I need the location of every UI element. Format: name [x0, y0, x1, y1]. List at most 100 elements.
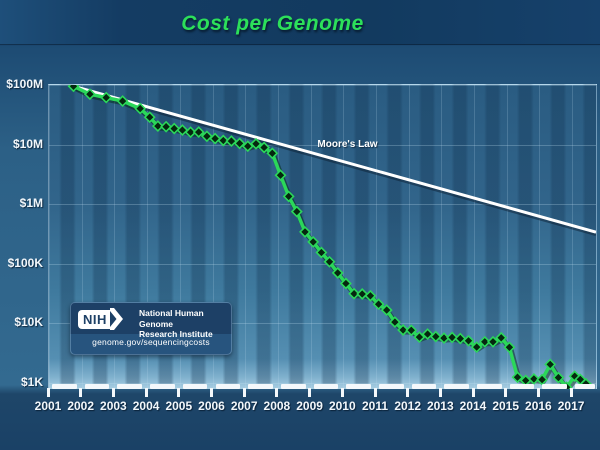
nih-logo-chevron-icon: [109, 308, 123, 330]
nih-logo: NIH: [78, 308, 124, 330]
h-gridline: [49, 323, 596, 325]
axis-baseline-segment: [346, 384, 371, 389]
x-axis-tick: [242, 388, 246, 397]
page-title: Cost per Genome: [181, 12, 364, 35]
axis-baseline-segment: [313, 384, 339, 389]
data-point-diamond: [536, 373, 549, 386]
v-gridline: [506, 85, 508, 389]
data-point-diamond: [266, 147, 279, 160]
nih-url: genome.gov/sequencingcosts: [92, 337, 210, 347]
x-axis-label: 2004: [132, 399, 160, 413]
data-point-diamond: [364, 289, 377, 302]
data-point-diamond: [282, 190, 295, 203]
axis-baseline-segment: [215, 384, 241, 389]
data-point-diamond: [233, 137, 246, 150]
data-point-diamond: [209, 132, 222, 145]
data-point-diamond: [168, 122, 181, 135]
data-point-diamond: [388, 316, 401, 329]
x-axis-label: 2010: [328, 399, 356, 413]
data-point-diamond: [429, 330, 442, 343]
axis-baseline-segment: [182, 384, 208, 389]
data-point-diamond: [380, 304, 393, 317]
x-axis-tick: [340, 388, 344, 397]
axis-baseline-segment: [444, 384, 469, 389]
data-point-diamond: [470, 341, 483, 354]
x-axis-tick: [504, 388, 508, 397]
v-gridline: [81, 85, 83, 389]
data-point-diamond: [176, 124, 189, 137]
data-point-diamond: [487, 335, 499, 348]
data-point-diamond: [116, 95, 129, 108]
x-axis-label: 2008: [263, 399, 291, 413]
data-point-diamond: [217, 134, 230, 147]
v-gridline: [277, 85, 279, 389]
v-gridline: [147, 85, 149, 389]
x-axis-tick: [46, 388, 50, 397]
nih-org-line1: National Human Genome: [139, 308, 204, 329]
x-axis-tick: [111, 388, 115, 397]
y-axis-label: $100M: [6, 77, 43, 91]
data-point-diamond: [552, 371, 565, 384]
x-axis-label: 2009: [296, 399, 323, 413]
v-gridline: [212, 85, 214, 389]
v-gridline: [572, 85, 574, 389]
data-point-diamond: [323, 255, 336, 268]
data-point-diamond: [372, 298, 385, 311]
x-axis-tick: [471, 388, 475, 397]
v-gridline: [114, 85, 116, 389]
nih-logo-mark: NIH: [78, 309, 110, 329]
x-axis-label: 2007: [230, 399, 258, 413]
data-point-diamond: [503, 341, 516, 354]
x-axis-tick: [373, 388, 377, 397]
data-point-diamond: [519, 374, 532, 387]
data-point-diamond: [290, 205, 303, 218]
axis-baseline-segment: [52, 384, 77, 389]
axis-baseline-segment: [84, 384, 110, 389]
x-axis-tick: [275, 388, 279, 397]
axis-baseline-segment: [411, 384, 437, 389]
axis-baseline-segment: [248, 384, 273, 389]
x-axis-label: 2002: [67, 399, 95, 413]
data-point-diamond: [544, 358, 557, 371]
x-axis-label: 2003: [100, 399, 127, 413]
nih-org-name: National Human Genome Research Institute: [139, 308, 231, 340]
x-axis-label: 2005: [165, 399, 193, 413]
data-point-diamond: [307, 235, 320, 248]
h-gridline: [49, 144, 596, 146]
axis-baseline-segment: [477, 384, 502, 389]
x-axis-tick: [308, 388, 312, 397]
x-axis-tick: [79, 388, 83, 397]
x-axis-tick: [569, 388, 573, 397]
data-point-diamond: [462, 334, 475, 347]
data-point-diamond: [315, 246, 328, 259]
x-axis-label: 2013: [426, 399, 454, 413]
moores-law-line-shadow: [72, 86, 596, 237]
v-gridline: [474, 85, 475, 389]
data-point-diamond: [348, 287, 361, 300]
x-axis-tick: [406, 388, 410, 397]
v-gridline: [343, 85, 345, 389]
moores-law-line: [73, 85, 596, 234]
x-axis-label: 2014: [459, 399, 487, 413]
data-point-diamond: [250, 137, 262, 150]
moores-law-annotation: Moore's Law: [317, 139, 378, 150]
data-point-diamond: [67, 85, 80, 93]
y-axis-label: $1M: [19, 196, 43, 211]
cost-per-genome-line-chart: [67, 85, 596, 389]
h-gridline: [49, 204, 596, 206]
data-point-diamond: [356, 288, 369, 300]
x-axis-label: 2001: [34, 399, 62, 413]
v-gridline: [49, 85, 50, 389]
data-point-diamond: [446, 331, 459, 344]
v-gridline: [539, 85, 541, 389]
v-gridline: [245, 85, 247, 389]
title-band: [0, 0, 600, 45]
x-axis-label: 2012: [394, 399, 422, 413]
y-axis-label: $10K: [14, 315, 43, 330]
axis-baseline-segment: [379, 384, 404, 389]
x-axis-tick: [438, 388, 442, 397]
axis-baseline-segment: [575, 384, 595, 389]
axis-baseline-segment: [150, 384, 175, 389]
y-axis-label: $10M: [12, 136, 43, 151]
data-point-diamond: [511, 371, 524, 384]
